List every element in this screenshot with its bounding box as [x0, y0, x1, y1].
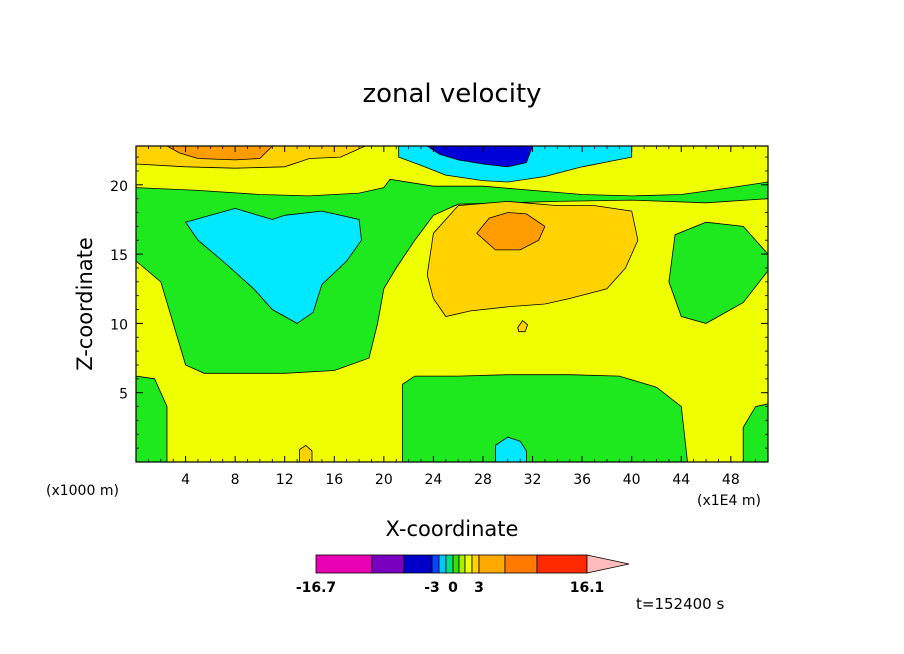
- colorbar-tick-label: -3: [424, 580, 440, 596]
- colorbar-tick-label: 3: [474, 580, 484, 596]
- y-tick-label: 5: [119, 387, 128, 403]
- colorbar-segment: [458, 554, 466, 574]
- colorbar-tick-label: -16.7: [296, 580, 336, 596]
- x-tick-label: 20: [375, 472, 393, 488]
- contour-region-green: [668, 221, 769, 324]
- x-axis-label: X-coordinate: [386, 517, 519, 541]
- x-tick-label: 32: [524, 472, 542, 488]
- colorbar-segment: [536, 554, 588, 574]
- colorbar-segment: [504, 554, 538, 574]
- x-tick-label: 8: [231, 472, 240, 488]
- x-tick-label: 28: [474, 472, 492, 488]
- colorbar-segment: [464, 554, 473, 574]
- x-tick-label: 24: [424, 472, 442, 488]
- colorbar-segment: [438, 554, 447, 574]
- colorbar-tick-labels: -16.7 -3 0 3 16.1: [296, 580, 604, 596]
- y-axis-label: Z-coordinate: [73, 237, 97, 371]
- contour-plot: [135, 145, 769, 463]
- contour-region-gold: [517, 320, 529, 333]
- x-tick-label: 48: [722, 472, 740, 488]
- colorbar-arrow: [586, 554, 630, 574]
- colorbar-segment: [471, 554, 480, 574]
- colorbar-tick-label: 16.1: [570, 580, 605, 596]
- colorbar-segment: [315, 554, 373, 574]
- x-tick-label: 16: [325, 472, 343, 488]
- x-unit-left: (x1000 m): [46, 483, 119, 499]
- contour-region-cyan: [184, 207, 362, 324]
- colorbar-segment: [478, 554, 506, 574]
- x-tick-label: 44: [672, 472, 690, 488]
- contour-region-blue: [425, 145, 534, 168]
- x-axis-ticks: 4 8 12 16 20 24 28 32 36 40 44 48: [147, 146, 757, 488]
- colorbar-segment: [403, 554, 433, 574]
- colorbar-segment: [431, 554, 440, 574]
- contour-region-orange: [476, 212, 546, 251]
- y-axis-ticks: 5 10 15 20: [110, 156, 768, 449]
- colorbar: [315, 554, 630, 574]
- x-unit-right: (x1E4 m): [697, 493, 761, 509]
- x-tick-label: 40: [623, 472, 641, 488]
- colorbar-segment: [371, 554, 405, 574]
- colorbar-tick-label: 0: [448, 580, 458, 596]
- contour-region-green: [401, 374, 688, 463]
- x-tick-label: 36: [573, 472, 591, 488]
- chart-title: zonal velocity: [362, 79, 541, 109]
- y-tick-label: 20: [110, 179, 128, 195]
- x-tick-label: 12: [276, 472, 294, 488]
- plot-frame: [135, 145, 769, 463]
- colorbar-segment: [445, 554, 454, 574]
- x-tick-label: 4: [181, 472, 190, 488]
- y-tick-label: 15: [110, 248, 128, 264]
- y-tick-label: 10: [110, 317, 128, 333]
- colorbar-segment: [452, 554, 460, 574]
- time-label: t=152400 s: [636, 595, 724, 613]
